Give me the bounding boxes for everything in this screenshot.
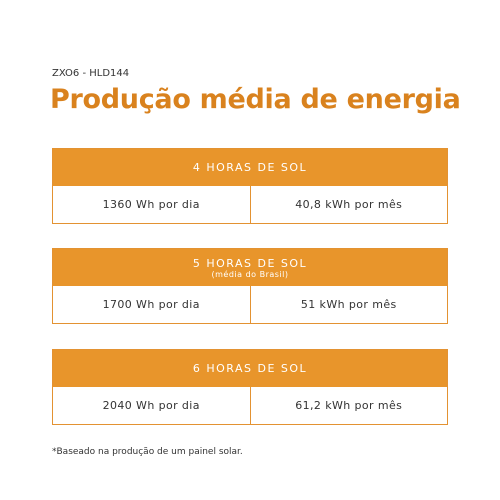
table-heading-band: 5 HORAS DE SOL (média do Brasil) xyxy=(53,249,447,286)
table-heading: 6 HORAS DE SOL xyxy=(192,362,308,375)
page-title: Produção média de energia xyxy=(50,84,461,115)
footnote: *Baseado na produção de um painel solar. xyxy=(52,447,243,457)
table-row: 2040 Wh por dia 61,2 kWh por mês xyxy=(53,387,447,424)
daily-energy: 1700 Wh por dia xyxy=(102,298,200,311)
product-code: ZXO6 - HLD144 xyxy=(52,68,130,79)
table-heading: 5 HORAS DE SOL xyxy=(192,256,308,270)
table-heading-band: 4 HORAS DE SOL xyxy=(53,149,447,186)
table-row: 1700 Wh por dia 51 kWh por mês xyxy=(53,286,447,323)
energy-table: 4 HORAS DE SOL 1360 Wh por dia 40,8 kWh … xyxy=(52,148,448,224)
monthly-energy: 40,8 kWh por mês xyxy=(249,186,448,223)
table-subheading: (média do Brasil) xyxy=(211,269,289,279)
energy-table: 6 HORAS DE SOL 2040 Wh por dia 61,2 kWh … xyxy=(52,349,448,425)
table-row: 1360 Wh por dia 40,8 kWh por mês xyxy=(53,186,447,223)
table-heading: 4 HORAS DE SOL xyxy=(192,161,308,174)
daily-energy: 2040 Wh por dia xyxy=(102,399,200,412)
monthly-energy: 61,2 kWh por mês xyxy=(249,387,448,424)
monthly-energy: 51 kWh por mês xyxy=(249,286,448,323)
table-heading-band: 6 HORAS DE SOL xyxy=(53,350,447,387)
energy-table: 5 HORAS DE SOL (média do Brasil) 1700 Wh… xyxy=(52,248,448,324)
daily-energy: 1360 Wh por dia xyxy=(102,198,200,211)
